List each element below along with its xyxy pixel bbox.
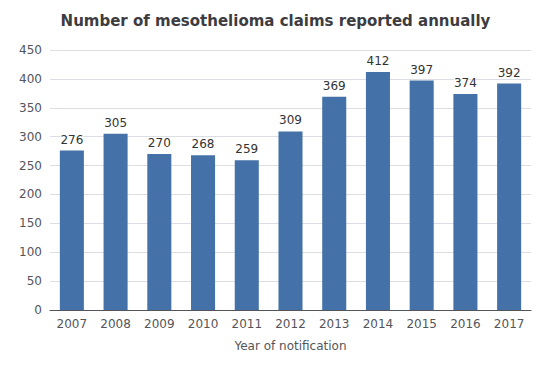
svg-text:309: 309 [279,113,302,127]
svg-text:270: 270 [148,136,171,150]
svg-text:2010: 2010 [188,317,219,331]
svg-text:2017: 2017 [494,317,525,331]
svg-text:Year of notification: Year of notification [233,339,346,353]
svg-text:50: 50 [27,274,42,288]
svg-text:350: 350 [19,101,42,115]
svg-text:2009: 2009 [144,317,175,331]
svg-text:2008: 2008 [100,317,131,331]
svg-text:2016: 2016 [450,317,481,331]
svg-text:Number of mesothelioma claims: Number of mesothelioma claims reported a… [61,12,491,30]
svg-text:268: 268 [192,137,215,151]
svg-text:397: 397 [410,63,433,77]
svg-text:305: 305 [104,116,127,130]
svg-text:100: 100 [19,245,42,259]
svg-text:200: 200 [19,187,42,201]
svg-text:392: 392 [498,66,521,80]
svg-text:300: 300 [19,130,42,144]
svg-text:2015: 2015 [406,317,437,331]
svg-text:0: 0 [34,303,42,317]
svg-text:400: 400 [19,72,42,86]
svg-text:276: 276 [60,133,83,147]
svg-text:2011: 2011 [231,317,262,331]
svg-text:369: 369 [323,79,346,93]
svg-text:450: 450 [19,43,42,57]
svg-text:2007: 2007 [57,317,88,331]
svg-text:259: 259 [235,142,258,156]
svg-text:2012: 2012 [275,317,306,331]
svg-text:2014: 2014 [363,317,394,331]
svg-text:250: 250 [19,159,42,173]
svg-text:374: 374 [454,76,477,90]
svg-text:2013: 2013 [319,317,350,331]
svg-text:412: 412 [367,54,390,68]
svg-text:150: 150 [19,216,42,230]
